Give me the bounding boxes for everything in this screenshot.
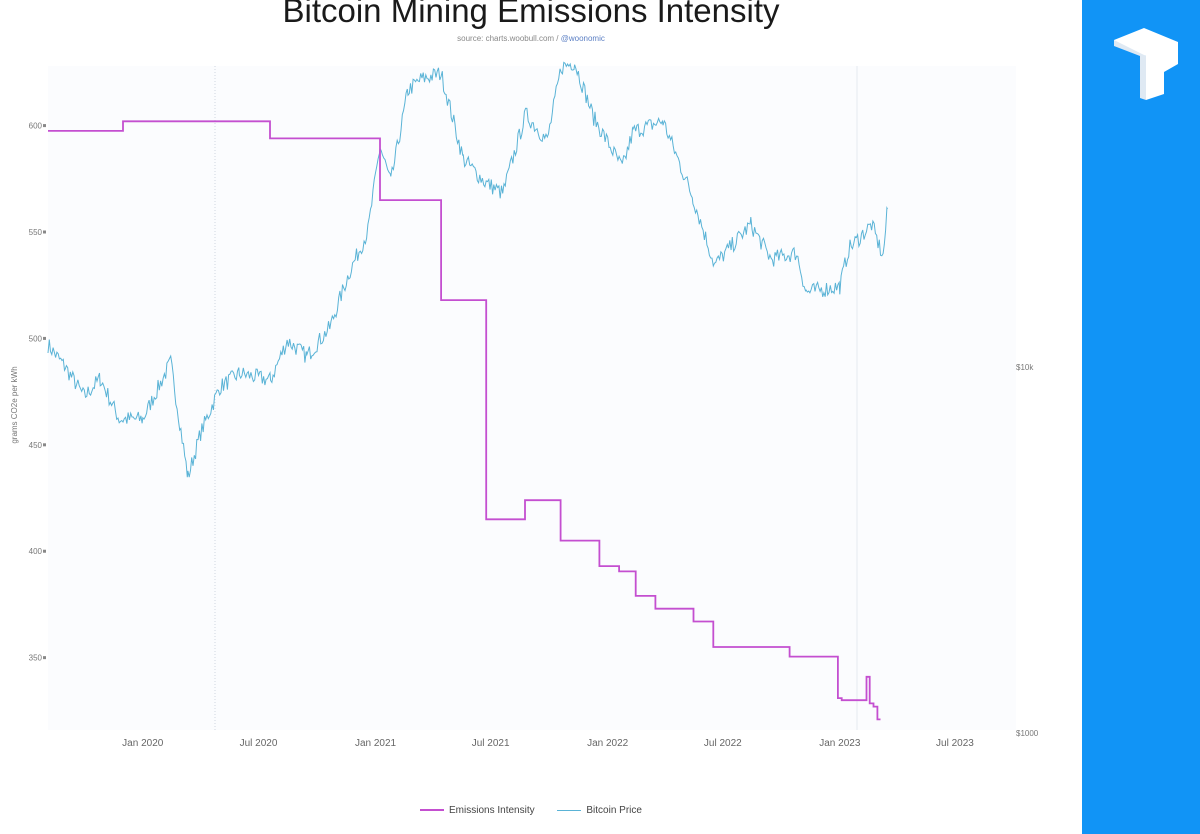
y-tick-mark (43, 230, 46, 234)
legend-label-emissions: Emissions Intensity (449, 805, 535, 816)
brand-side-band (1082, 0, 1200, 834)
y-tick-mark (43, 549, 46, 553)
legend-item-price[interactable]: Bitcoin Price (557, 805, 642, 816)
series-lines (47, 61, 888, 721)
x-axis-ticks: Jan 2020 Jul 2020 Jan 2021 Jul 2021 Jan 2022… (122, 738, 974, 749)
legend-label-price: Bitcoin Price (586, 805, 642, 816)
y-tick-label: 550 (29, 228, 43, 237)
source-handle-link[interactable]: @woonomic (560, 34, 605, 43)
legend-item-emissions[interactable]: Emissions Intensity (420, 805, 535, 816)
x-tick-label: Jul 2020 (240, 738, 278, 749)
x-tick-label: Jan 2021 (355, 738, 397, 749)
legend-swatch-emissions (420, 809, 445, 812)
x-tick-label: Jul 2023 (936, 738, 974, 749)
source-text: source: charts.woobull.com / (457, 34, 561, 43)
chart-legend: Emissions Intensity Bitcoin Price (0, 805, 1062, 816)
chart-source: source: charts.woobull.com / @woonomic (0, 34, 1062, 43)
x-tick-label: Jan 2023 (819, 738, 861, 749)
series-bitcoin-price-line (47, 61, 888, 478)
y-tick-label: 450 (29, 441, 43, 450)
y-tick-label: 350 (29, 654, 43, 663)
y-tick-mark (43, 656, 46, 660)
brand-logo-icon (1114, 28, 1178, 100)
y2-axis-ticks: $10k $1000 (1016, 363, 1039, 738)
y-axis-ticks: 600 550 500 450 400 350 (29, 122, 46, 663)
y2-tick-label: $1000 (1016, 729, 1039, 738)
x-tick-label: Jul 2021 (472, 738, 510, 749)
y-tick-label: 400 (29, 547, 43, 556)
legend-swatch-price (557, 809, 582, 811)
chart-canvas: grams CO2e per kWh 600 550 500 450 400 350 $1… (10, 61, 1039, 749)
y2-tick-label: $10k (1016, 363, 1034, 372)
x-tick-label: Jul 2022 (704, 738, 742, 749)
y-axis-label: grams CO2e per kWh (10, 366, 19, 443)
y-tick-mark (43, 443, 46, 447)
x-tick-label: Jan 2020 (122, 738, 164, 749)
plot-background (48, 66, 1016, 730)
y-tick-label: 600 (29, 122, 43, 131)
y-tick-mark (43, 336, 46, 340)
series-emissions-intensity-line (48, 120, 881, 721)
y-tick-mark (43, 124, 46, 128)
chart-title: Bitcoin Mining Emissions Intensity (282, 0, 780, 29)
x-tick-label: Jan 2022 (587, 738, 629, 749)
y-tick-label: 500 (29, 334, 43, 343)
